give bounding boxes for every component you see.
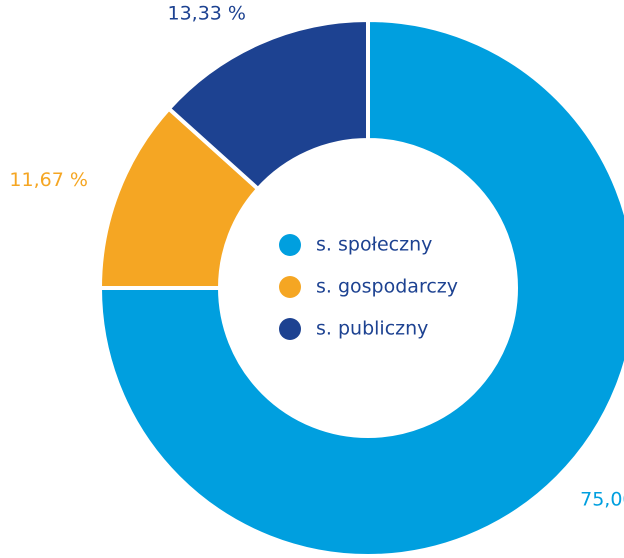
value-label: 13,33 % — [168, 2, 247, 24]
legend-marker — [279, 234, 301, 256]
legend-marker — [279, 318, 301, 340]
legend-label: s. gospodarczy — [316, 276, 458, 298]
donut-slice — [97, 17, 624, 558]
value-label: 75,00 % — [580, 489, 624, 511]
legend-marker — [279, 276, 301, 298]
legend-label: s. społeczny — [316, 234, 432, 256]
donut-slice — [166, 17, 370, 192]
legend-label: s. publiczny — [316, 318, 428, 340]
value-label: 11,67 % — [9, 169, 88, 191]
